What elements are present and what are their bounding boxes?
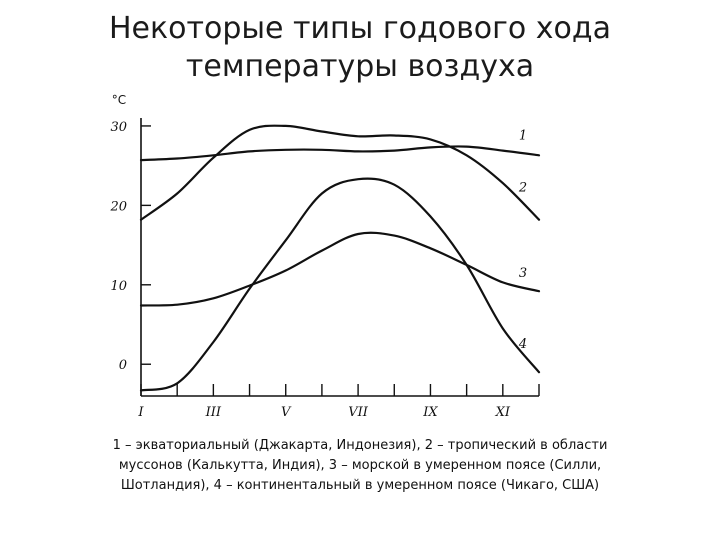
series-line-1 xyxy=(139,145,541,162)
caption-line-2: муссонов (Калькутта, Индия), 3 – морской… xyxy=(118,458,602,473)
series-label-4: 4 xyxy=(518,337,527,352)
chart-axes xyxy=(140,118,540,397)
series-label-3: 3 xyxy=(519,266,527,281)
x-tick-label: V xyxy=(281,405,292,420)
series-label-2: 2 xyxy=(518,181,527,196)
series-line-3 xyxy=(139,231,541,307)
y-tick-label: 20 xyxy=(109,199,127,214)
series-label-1: 1 xyxy=(519,128,527,143)
x-tick-label: I xyxy=(137,405,144,420)
chart-title-line-2: температуры воздуха xyxy=(185,49,535,84)
y-tick-label: 30 xyxy=(110,120,127,135)
y-tick-label: 0 xyxy=(119,358,127,373)
x-tick-label: IX xyxy=(422,405,438,420)
x-tick-label: XI xyxy=(495,405,511,420)
chart-caption: 1 – экваториальный (Джакарта, Индонезия)… xyxy=(10,436,710,496)
series-line-2 xyxy=(139,124,541,221)
chart-title: Некоторые типы годового хода температуры… xyxy=(0,10,720,86)
chart-series xyxy=(139,124,541,392)
caption-line-1: 1 – экваториальный (Джакарта, Индонезия)… xyxy=(112,438,608,453)
x-tick-label: III xyxy=(205,405,222,420)
caption-line-3: Шотландия), 4 – континентальный в умерен… xyxy=(120,478,600,493)
y-axis-unit: °C xyxy=(112,93,126,107)
chart-title-line-1: Некоторые типы годового хода xyxy=(109,11,611,46)
series-line-4 xyxy=(139,177,541,392)
x-tick-label: VII xyxy=(348,405,369,420)
y-tick-label: 10 xyxy=(110,279,127,294)
